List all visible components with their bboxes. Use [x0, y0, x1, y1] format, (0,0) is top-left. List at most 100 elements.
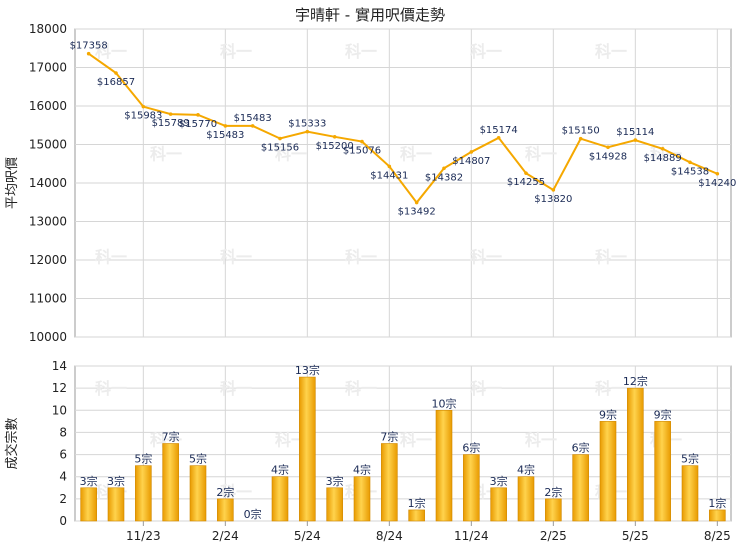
price-point — [414, 200, 419, 205]
count-data-label: 12宗 — [623, 374, 648, 388]
count-data-label: 9宗 — [654, 407, 672, 421]
x-tick-label: 2/25 — [540, 529, 567, 543]
count-bar — [162, 443, 179, 522]
price-data-label: $14807 — [452, 156, 490, 167]
price-y-tick-label: 12000 — [29, 253, 67, 267]
watermark-text: 科一 — [595, 247, 627, 266]
price-y-tick-label: 11000 — [29, 292, 67, 306]
count-bar — [681, 465, 699, 522]
price-point — [606, 145, 610, 150]
price-data-label: $15200 — [316, 141, 354, 152]
x-tick-label: 11/24 — [454, 529, 489, 543]
transaction-count-panel: 02468101214科一科一科一科一科一科一科一科一科一科一科一科一科一科一科… — [4, 359, 732, 543]
price-data-label: $16857 — [97, 77, 135, 88]
price-data-label: $14255 — [507, 177, 545, 188]
count-data-label: 7宗 — [380, 430, 398, 444]
price-point — [660, 146, 665, 151]
price-data-label: $15483 — [234, 113, 272, 124]
count-data-label: 6宗 — [462, 441, 480, 455]
price-data-label: $14431 — [370, 170, 408, 181]
watermark-text: 科一 — [345, 247, 377, 266]
count-data-label: 6宗 — [572, 441, 590, 455]
count-data-label: 1宗 — [408, 496, 426, 510]
price-point — [114, 71, 118, 75]
price-data-label: $15333 — [288, 119, 326, 130]
x-tick-label: 5/24 — [294, 529, 321, 543]
watermark-text: 科一 — [470, 379, 502, 398]
count-y-tick-label: 0 — [59, 514, 67, 528]
count-y-tick-label: 6 — [59, 448, 67, 462]
watermark-text: 科一 — [275, 145, 307, 164]
price-data-label: $15983 — [124, 111, 162, 122]
x-tick-label: 8/25 — [704, 529, 731, 543]
count-bar — [353, 476, 371, 522]
watermark-text: 科一 — [220, 379, 252, 398]
price-point — [278, 136, 282, 141]
price-point — [305, 129, 310, 134]
count-bar — [107, 487, 125, 522]
watermark-text: 科一 — [650, 145, 682, 164]
price-point — [141, 104, 146, 109]
count-bar — [435, 409, 453, 522]
watermark-text: 科一 — [345, 42, 377, 61]
count-data-label: 5宗 — [189, 452, 207, 466]
price-point — [524, 171, 528, 175]
count-bar — [135, 465, 152, 522]
price-point — [496, 136, 501, 140]
price-point — [688, 160, 692, 165]
count-data-label: 2宗 — [216, 485, 234, 499]
price-data-label: $15174 — [480, 125, 518, 136]
count-y-tick-label: 10 — [52, 403, 67, 417]
count-bar — [627, 387, 644, 522]
watermark-text: 科一 — [220, 247, 252, 266]
count-bar — [408, 509, 425, 522]
count-y-tick-label: 2 — [59, 492, 67, 506]
price-point — [250, 124, 255, 128]
price-data-label: $17358 — [70, 41, 108, 52]
count-bar — [381, 443, 398, 522]
x-tick-label: 8/24 — [376, 529, 403, 543]
count-data-label: 4宗 — [271, 463, 289, 477]
count-data-label: 5宗 — [681, 452, 699, 466]
count-data-label: 9宗 — [599, 407, 617, 421]
price-series-line — [88, 52, 718, 205]
price-y-tick-label: 16000 — [29, 99, 67, 113]
x-tick-label: 11/23 — [126, 529, 161, 543]
count-bar — [654, 421, 671, 522]
count-bar — [299, 376, 316, 522]
watermark-text: 科一 — [595, 379, 627, 398]
count-plot-frame — [74, 365, 732, 522]
count-data-label: 2宗 — [544, 485, 562, 499]
price-data-label: $14928 — [589, 151, 627, 162]
count-bar — [599, 421, 617, 522]
price-point — [196, 113, 200, 117]
watermark-text: 科一 — [95, 42, 127, 61]
price-point — [223, 124, 228, 128]
price-data-label: $15114 — [616, 127, 654, 138]
price-data-label: $14382 — [425, 172, 463, 183]
count-data-label: 0宗 — [244, 507, 262, 521]
count-y-axis-title: 成交宗數 — [4, 417, 20, 469]
count-bar — [709, 509, 726, 522]
price-y-tick-label: 10000 — [29, 330, 67, 344]
price-data-label: $15156 — [261, 142, 299, 153]
price-data-label: $15789 — [152, 118, 190, 129]
price-point — [360, 139, 364, 144]
watermark-text: 科一 — [400, 431, 432, 450]
price-data-label: $14889 — [644, 153, 682, 164]
price-trend-panel: 10000 11000 12000 13000 14000 15000 16000 17000… — [5, 22, 736, 344]
count-data-label: 1宗 — [708, 496, 726, 510]
count-data-label: 3宗 — [80, 474, 98, 488]
watermark-text: 科一 — [470, 42, 502, 61]
count-bar — [80, 487, 97, 522]
price-point — [551, 188, 556, 192]
price-data-label: $15770 — [179, 119, 217, 130]
count-y-tick-label: 4 — [59, 470, 67, 484]
price-point — [86, 51, 91, 56]
count-bar — [545, 498, 562, 522]
x-tick-label: 2/24 — [212, 529, 239, 543]
watermark-text: 科一 — [400, 145, 432, 164]
price-y-axis-title: 平均呎價 — [5, 157, 20, 209]
price-y-tick-label: 15000 — [29, 138, 67, 152]
count-data-label: 13宗 — [295, 363, 320, 377]
